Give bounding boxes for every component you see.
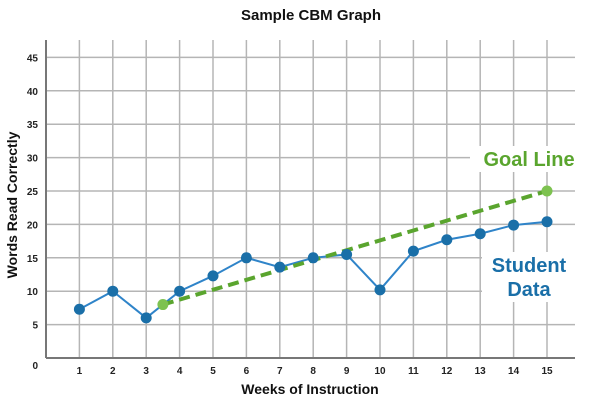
student-data-point [407, 245, 419, 257]
student-data-point [73, 303, 85, 315]
goal-point [541, 185, 553, 197]
student-data-point [541, 216, 553, 228]
x-tick-label: 4 [177, 366, 183, 377]
goal-point [157, 299, 169, 311]
y-tick-label: 0 [32, 361, 38, 372]
student-data-point [374, 284, 386, 296]
y-axis-label: Words Read Correctly [4, 131, 20, 278]
student-data-point [341, 248, 353, 260]
y-tick-label: 10 [27, 287, 39, 298]
y-tick-label: 5 [32, 321, 38, 332]
grid [45, 40, 575, 359]
student-data-point [174, 285, 186, 297]
goal-line [162, 189, 548, 307]
y-tick-label: 40 [27, 87, 39, 98]
student-data-point [240, 252, 252, 264]
student-label-bg [482, 252, 578, 302]
x-tick-label: 8 [310, 366, 316, 377]
x-tick-label: 13 [475, 366, 487, 377]
x-tick-labels: 1 2 3 4 5 6 7 8 9 10 11 12 13 14 15 [77, 366, 553, 377]
x-tick-label: 12 [441, 366, 453, 377]
student-data-point [307, 252, 319, 264]
student-data-point [107, 285, 119, 297]
x-tick-label: 11 [408, 366, 419, 377]
student-data-point [274, 261, 286, 273]
x-tick-label: 2 [110, 366, 116, 377]
y-tick-label: 15 [27, 254, 39, 265]
x-tick-label: 5 [210, 366, 216, 377]
x-tick-label: 3 [143, 366, 149, 377]
y-tick-labels: 0 5 10 15 20 25 30 35 40 45 [27, 53, 39, 372]
x-tick-label: 1 [77, 366, 83, 377]
y-tick-label: 25 [27, 187, 39, 198]
y-tick-label: 30 [27, 154, 39, 165]
x-tick-label: 6 [244, 366, 250, 377]
y-tick-label: 20 [27, 220, 39, 231]
x-tick-label: 10 [374, 366, 386, 377]
x-tick-label: 7 [277, 366, 283, 377]
chart-title: Sample CBM Graph [241, 7, 381, 24]
x-axis-label: Weeks of Instruction [241, 381, 378, 397]
x-tick-label: 14 [508, 366, 520, 377]
student-data-point [441, 234, 453, 246]
x-tick-label: 15 [541, 366, 553, 377]
y-tick-label: 35 [27, 120, 39, 131]
student-data-point [508, 219, 520, 231]
student-data-point [140, 312, 152, 324]
x-tick-label: 9 [344, 366, 350, 377]
goal-label-bg [470, 146, 586, 172]
student-data-point [207, 270, 219, 282]
y-tick-label: 45 [27, 53, 39, 64]
legend-goal-line: Goal Line [483, 149, 574, 171]
legend-student-data: Student Data [492, 255, 567, 301]
student-data-point [474, 228, 486, 240]
series-points [73, 185, 553, 324]
